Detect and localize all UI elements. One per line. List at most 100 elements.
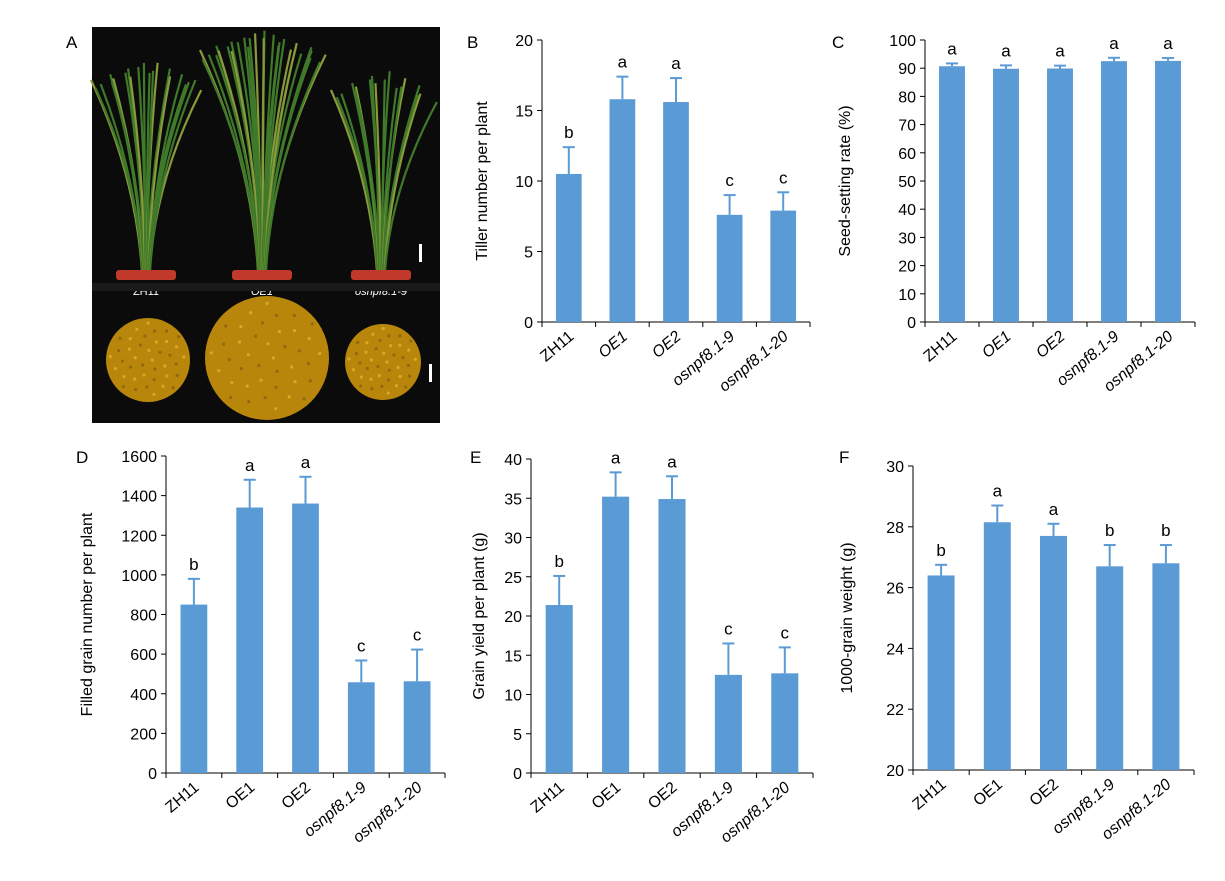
significance-label: a (618, 53, 628, 72)
grain (108, 354, 112, 359)
grain (374, 346, 378, 351)
y-tick-label: 800 (130, 608, 157, 625)
grain (371, 332, 375, 336)
pot (232, 270, 292, 280)
significance-label: b (1161, 521, 1170, 540)
x-tick-label: ZH11 (537, 328, 577, 365)
x-tick-label: OE2 (645, 779, 681, 813)
chart-f: F 20 22 24 26 28 30 1000-grain weight (g) b ZH11 a… (839, 448, 1195, 843)
y-tick-label: 40 (504, 452, 522, 469)
bar-oe2 (663, 102, 689, 322)
bar-osnpf8-1-20 (771, 673, 799, 773)
y-axis-label: Tiller number per plant (474, 101, 491, 261)
bar-oe1 (993, 68, 1019, 322)
grain (265, 301, 269, 306)
bar-zh11 (545, 605, 573, 773)
grain (154, 340, 158, 344)
bar-oe1 (609, 99, 636, 322)
grain (171, 386, 175, 390)
grain (239, 325, 243, 329)
grain (398, 374, 402, 379)
grain (182, 355, 186, 359)
grain-piles (106, 296, 421, 420)
chart-b: B 0 5 10 15 20 Tiller number per plant b ZH11 a OE… (467, 33, 811, 395)
grain (247, 400, 251, 404)
y-tick-label: 200 (130, 726, 157, 743)
y-tick-label: 15 (504, 648, 522, 665)
grain (174, 362, 178, 366)
grain (260, 321, 265, 325)
y-tick-label: 20 (886, 763, 904, 780)
grain (274, 313, 279, 317)
y-tick-label: 5 (513, 727, 522, 744)
y-tick-label: 1600 (121, 449, 157, 466)
significance-label: a (245, 456, 255, 475)
y-tick-label: 30 (886, 459, 904, 476)
grain (370, 387, 374, 391)
significance-label: a (1109, 34, 1119, 53)
y-tick-label: 22 (886, 702, 904, 719)
bar-zh11 (927, 575, 955, 770)
bar-oe2 (658, 499, 686, 773)
significance-label: c (724, 619, 733, 638)
grain (140, 363, 145, 367)
panel-letter: C (832, 33, 844, 52)
grain (113, 367, 117, 371)
grain (254, 334, 258, 338)
grain (398, 334, 402, 338)
grain (378, 338, 382, 343)
grain (396, 365, 400, 370)
significance-label: a (1163, 34, 1173, 53)
plant-scale-bar (419, 244, 422, 262)
chart-c: C 0 10 20 30 40 50 60 70 80 90 100 Seed-setting rate… (832, 33, 1196, 395)
grain (237, 340, 242, 344)
grain (297, 349, 301, 353)
grain (153, 367, 157, 371)
y-tick-label: 100 (889, 33, 916, 50)
y-tick-label: 20 (898, 259, 916, 276)
y-tick-label: 1400 (121, 489, 157, 506)
significance-label: a (611, 448, 621, 467)
y-axis-label: 1000-grain weight (g) (839, 542, 856, 693)
y-tick-label: 25 (504, 570, 522, 587)
grain (224, 324, 228, 328)
grain (249, 311, 253, 315)
grain (302, 397, 306, 401)
grain (161, 384, 165, 388)
y-tick-label: 90 (898, 61, 916, 78)
grain (290, 365, 294, 369)
grain (277, 329, 281, 334)
panel-a-photo: A ZH11 OE1 osnpf8.1-9 (66, 27, 440, 423)
x-tick-label: ZH11 (162, 779, 202, 816)
significance-label: a (993, 482, 1003, 501)
x-tick-label: OE2 (1027, 776, 1063, 810)
leaf (148, 79, 197, 273)
grain (358, 361, 362, 365)
grain (150, 358, 154, 362)
grain (376, 364, 380, 369)
y-axis-label: Seed-setting rate (%) (837, 105, 854, 256)
grain (146, 321, 150, 325)
significance-label: a (671, 54, 681, 73)
significance-label: a (1001, 41, 1011, 60)
y-tick-label: 80 (898, 89, 916, 106)
y-tick-label: 5 (524, 245, 533, 262)
bar-zh11 (555, 173, 582, 322)
grain (164, 329, 169, 333)
y-tick-label: 400 (130, 687, 157, 704)
significance-label: c (725, 171, 734, 190)
panel-letter: D (76, 448, 88, 467)
grain (369, 358, 374, 362)
bar-osnpf8-1-20 (1152, 563, 1180, 770)
grain (263, 396, 267, 400)
grain (163, 364, 167, 368)
x-tick-label: OE2 (1033, 328, 1069, 362)
significance-label: c (781, 623, 790, 642)
x-tick-label: OE2 (279, 779, 315, 813)
grain (359, 384, 363, 388)
grain (128, 337, 132, 341)
grain (165, 339, 169, 344)
grain (387, 334, 391, 338)
y-tick-label: 28 (886, 520, 904, 537)
y-tick-label: 24 (886, 641, 904, 658)
